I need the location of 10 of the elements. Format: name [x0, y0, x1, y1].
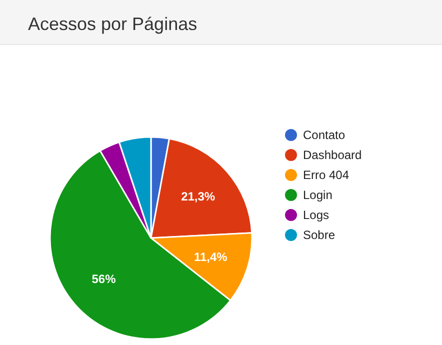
data-label: 11,4% [194, 250, 228, 264]
data-label: 56% [92, 272, 116, 286]
legend-label: Contato [303, 128, 346, 142]
legend-label: Erro 404 [303, 168, 350, 182]
legend-label: Logs [303, 208, 330, 222]
legend-label: Login [303, 188, 332, 202]
legend-label: Sobre [303, 228, 336, 242]
chart-title: Acessos por Páginas [0, 0, 442, 45]
legend-label: Dashboard [303, 148, 362, 162]
data-label: 21,3% [181, 190, 216, 204]
